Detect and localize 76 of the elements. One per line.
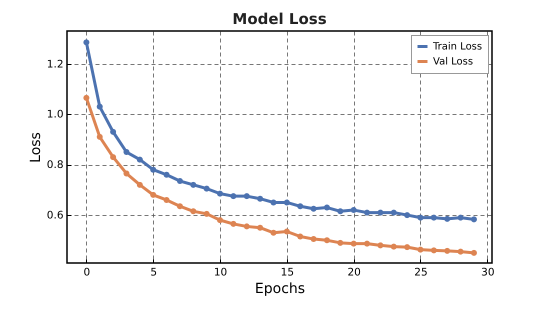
point [430,247,437,254]
point [136,156,143,163]
point [164,196,170,203]
point [123,149,130,156]
point [190,208,196,214]
point [244,193,250,200]
point [83,39,90,46]
point [284,199,290,206]
point [404,212,410,218]
x-tick-label: 0 [84,266,90,278]
point [324,237,330,244]
point [364,210,370,216]
x-tick-label: 25 [414,266,428,278]
point [444,248,450,254]
point [390,210,397,216]
point [418,214,424,221]
x-tick-label: 30 [481,266,495,278]
point [96,134,103,140]
point [458,248,464,255]
point [110,128,116,135]
point [297,203,304,210]
point [150,192,156,198]
point [430,214,437,221]
point [190,182,196,188]
point [297,234,304,240]
point [337,208,344,214]
point [310,236,317,242]
point [390,244,397,250]
point [284,228,290,234]
point [377,210,384,216]
point [83,94,90,101]
point [310,206,317,212]
point [123,170,130,176]
point [204,186,210,192]
point [176,203,183,210]
point [377,242,384,248]
x-tick-label: 20 [347,266,361,278]
point [150,166,156,173]
point [96,104,103,110]
point [217,217,224,224]
point [470,216,477,222]
point [470,250,477,256]
x-tick-label: 5 [150,266,158,278]
point [404,244,410,250]
x-tick-label: 15 [280,266,294,278]
point [230,220,236,227]
point [164,172,170,178]
point [244,223,250,230]
point [324,204,330,211]
y-tick-label: 1.0 [46,108,64,121]
point [204,210,210,217]
y-tick-label: 0.6 [46,210,64,222]
y-tick-label: 1.2 [46,58,64,70]
point [176,178,183,184]
point [257,224,264,231]
point [350,240,357,247]
chart-title: Model Loss [232,10,327,28]
y-tick-label: 0.8 [46,159,64,172]
x-tick-label: 10 [214,266,228,278]
point [270,230,276,236]
point [217,190,224,197]
point [337,240,344,246]
point [230,193,236,200]
point [110,154,116,160]
point [350,207,357,214]
legend-label: Train Loss [432,42,482,52]
point [444,216,450,222]
point [270,199,276,206]
point [458,214,464,221]
point [418,246,424,253]
x-axis-title: Epochs [254,281,306,297]
y-axis-title: Loss [28,132,44,163]
point [257,196,264,202]
point [136,182,143,188]
legend-label: Val Loss [433,56,474,68]
point [364,240,370,247]
